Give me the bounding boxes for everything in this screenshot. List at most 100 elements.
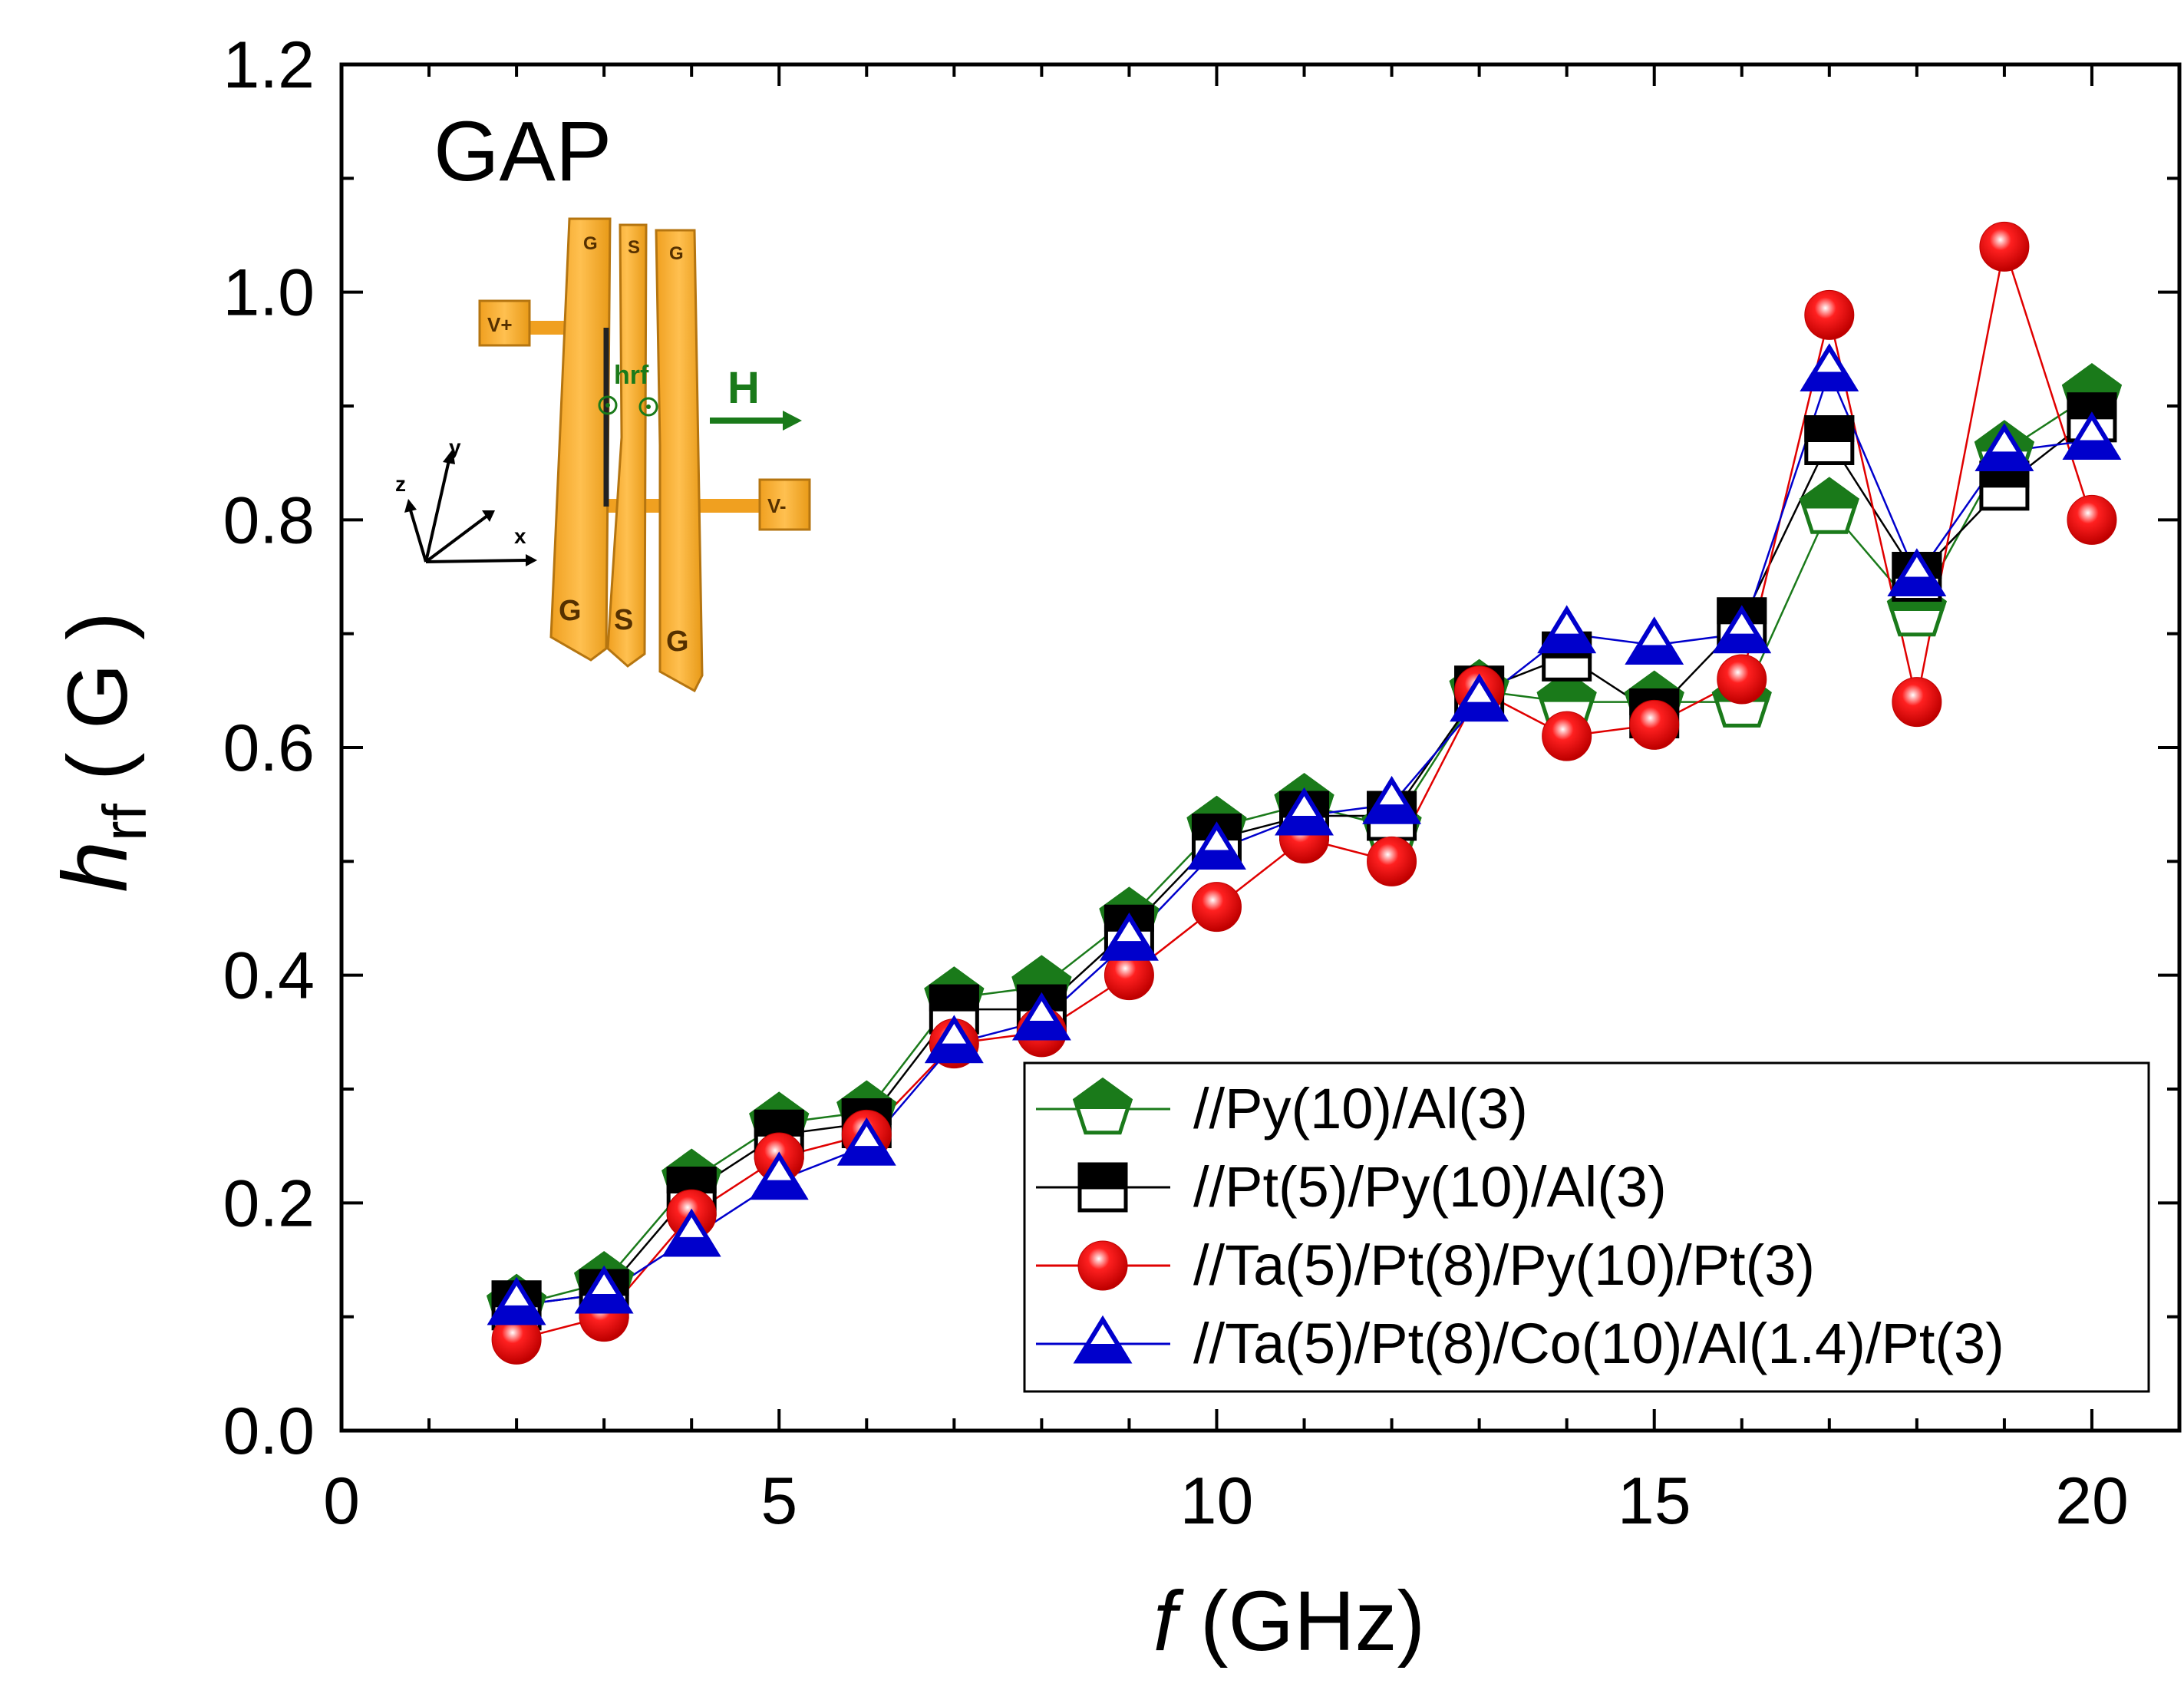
x-tick-label: 20 <box>2055 1464 2129 1538</box>
y-tick-label: 1.0 <box>223 256 315 330</box>
inset-label-hrf: hrf <box>614 361 649 390</box>
series-markers <box>487 221 2123 1365</box>
data-point-s2-8 <box>1191 882 1242 933</box>
data-point-s3-5-fill <box>924 1043 984 1064</box>
data-point-s3-15-fill <box>1800 371 1859 391</box>
inset-waveguide-illustration: G S G G S G V+ V- hrf H x y z <box>395 217 811 693</box>
data-point-s3-7-fill <box>1100 941 1159 961</box>
inset-hrf-out-of-plane-right-dot <box>646 404 651 409</box>
inset-axis-z-head <box>404 499 417 513</box>
legend-marker-2 <box>1077 1240 1128 1291</box>
data-point-s2-10 <box>1367 836 1417 886</box>
y-tick-label: 0.2 <box>223 1167 315 1240</box>
inset-label-g-top-left: G <box>583 233 598 254</box>
data-point-s2-14 <box>1717 654 1767 705</box>
data-point-s3-2-fill <box>661 1236 721 1257</box>
y-tick-label: 0.6 <box>223 711 315 785</box>
data-point-s1-15-fill <box>1804 415 1855 442</box>
data-point-s3-0-fill <box>487 1305 546 1325</box>
legend-label-3: //Ta(5)/Pt(8)/Co(10)/Al(1.4)/Pt(3) <box>1193 1312 2004 1375</box>
series-points-3 <box>487 343 2122 1325</box>
legend: //Py(10)/Al(3) //Pt(5)/Py(10)/Al(3) //Ta… <box>1023 1061 2150 1393</box>
data-point-s3-16-fill <box>1887 576 1947 596</box>
inset-label-s-top: S <box>628 237 640 258</box>
legend-symbol-2 <box>1077 1240 1128 1291</box>
data-point-s2-16 <box>1892 677 1942 728</box>
data-point-s3-13-fill <box>1625 645 1684 665</box>
data-point-s0-15-fill <box>1799 477 1859 509</box>
inset-label-g-top-right: G <box>669 243 684 264</box>
legend-label-2: //Ta(5)/Pt(8)/Py(10)/Pt(3) <box>1193 1233 1815 1297</box>
series-points-2 <box>491 221 2117 1365</box>
inset-axis-diag-head <box>482 510 495 522</box>
data-point-s3-6-fill <box>1012 1021 1071 1041</box>
y-tick-label: 1.2 <box>223 28 315 102</box>
data-point-s3-11-fill <box>1450 701 1509 722</box>
data-point-s0-6-fill <box>1011 955 1072 987</box>
data-point-s3-1-fill <box>574 1294 634 1314</box>
inset-label-z: z <box>395 472 406 496</box>
legend-marker-3 <box>1073 1315 1133 1364</box>
inset-label-x: x <box>514 524 526 548</box>
inset-axis-y-head <box>443 449 455 464</box>
data-point-s3-18-fill <box>2062 440 2122 460</box>
legend-marker-0 <box>1072 1077 1133 1135</box>
inset-label-H: H <box>727 363 760 413</box>
inset-axis-diag <box>424 514 489 563</box>
inset-h-arrow-head <box>783 411 802 431</box>
inset-label-g-bottom-left: G <box>559 595 582 627</box>
y-tick-label: 0.4 <box>223 939 315 1013</box>
data-point-s2-15 <box>1804 289 1855 340</box>
legend-label-0: //Py(10)/Al(3) <box>1193 1077 1528 1140</box>
inset-label-s-bottom: S <box>614 604 633 636</box>
y-tick-label: 0.8 <box>223 484 315 557</box>
x-tick-label: 10 <box>1180 1464 1254 1538</box>
inset-label-y: y <box>449 435 461 459</box>
data-point-s1-5-fill <box>929 984 979 1012</box>
y-tick-label: 0.0 <box>223 1395 315 1468</box>
x-tick-label: 15 <box>1618 1464 1691 1538</box>
inset-hrf-out-of-plane-right <box>638 397 658 417</box>
inset-axis-x <box>425 559 526 563</box>
inset-strip-signal <box>606 223 648 668</box>
data-point-s3-14-fill <box>1712 633 1772 654</box>
inset-label-g-bottom-right: G <box>666 626 689 658</box>
data-point-s2-13 <box>1629 699 1680 750</box>
y-tick-labels: 0.0 0.2 0.4 0.6 0.8 1.0 1.2 <box>223 28 315 1468</box>
inset-label-vplus: V+ <box>487 313 513 336</box>
inset-hrf-out-of-plane-left-dot <box>605 403 610 408</box>
data-point-s0-12-fill <box>1536 670 1597 702</box>
inset-hrf-out-of-plane-left <box>598 395 618 415</box>
data-point-s3-3-fill <box>749 1180 809 1200</box>
legend-marker-1 <box>1077 1162 1128 1213</box>
data-point-s3-4-fill <box>836 1146 896 1166</box>
legend-box <box>1023 1061 2150 1393</box>
x-tick-label: 0 <box>323 1464 360 1538</box>
data-point-s0-18-fill <box>2061 363 2123 395</box>
axis-ticks <box>340 63 2181 1432</box>
data-point-s1-3-fill <box>754 1109 804 1137</box>
data-point-s2-12 <box>1542 711 1592 761</box>
inset-strip-ground-left <box>549 217 612 662</box>
inset-label-vminus: V- <box>767 494 787 517</box>
data-point-s2-18 <box>2067 494 2117 545</box>
x-tick-label: 5 <box>760 1464 797 1538</box>
inset-axis-z <box>409 510 427 563</box>
inset-axis-y <box>424 460 450 563</box>
inset-contact-bottom-pad <box>758 478 811 531</box>
y-axis-title: hrf( G ) <box>44 612 159 893</box>
data-point-s3-10-fill <box>1362 804 1421 824</box>
data-point-s3-12-fill <box>1537 633 1597 654</box>
data-point-s3-17-fill <box>1975 451 2034 471</box>
data-point-s2-17 <box>1979 221 2030 272</box>
legend-symbol-3-fill <box>1073 1344 1133 1364</box>
x-tick-labels: 0 5 10 15 20 <box>323 1464 2129 1538</box>
legend-symbol-1-fill <box>1077 1162 1128 1190</box>
inset-contact-top-pad <box>478 299 531 347</box>
data-point-s3-8-fill <box>1187 850 1246 870</box>
legend-label-1: //Pt(5)/Py(10)/Al(3) <box>1193 1155 1667 1219</box>
x-axis-title: f (GHz) <box>1153 1574 1425 1669</box>
inset-strip-ground-right <box>655 229 704 693</box>
gap-annotation: GAP <box>434 104 612 199</box>
